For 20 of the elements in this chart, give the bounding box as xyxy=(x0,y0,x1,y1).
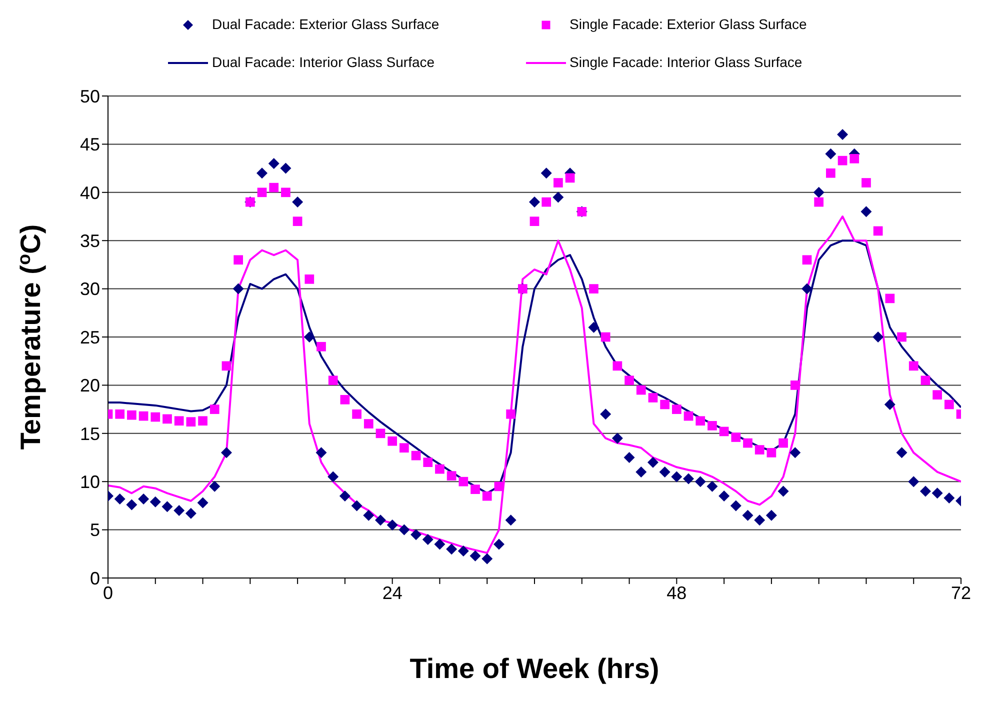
x-tick-label: 24 xyxy=(382,582,402,603)
x-tick-label: 72 xyxy=(950,582,972,603)
y-tick-label: 10 xyxy=(80,472,100,492)
y-tick-label: 35 xyxy=(80,230,100,251)
y-tick-label: 25 xyxy=(80,327,100,348)
legend-label: Single Facade: Interior Glass Surface xyxy=(568,54,804,70)
legend-label: Single Facade: Exterior Glass Surface xyxy=(568,16,808,32)
legend-label: Dual Facade: Interior Glass Surface xyxy=(211,54,436,70)
y-tick-label: 50 xyxy=(80,86,100,106)
y-tick-label: 45 xyxy=(80,134,100,155)
y-tick-label: 15 xyxy=(80,424,100,444)
y-tick-label: 5 xyxy=(90,520,100,540)
y-tick-label: 0 xyxy=(90,568,100,588)
y-tick-label: 20 xyxy=(80,376,100,396)
x-axis-title: Time of Week (hrs) xyxy=(410,653,660,684)
x-tick-label: 48 xyxy=(666,582,687,603)
x-tick-label: 0 xyxy=(102,582,114,603)
y-tick-label: 40 xyxy=(80,182,100,203)
legend-label: Dual Facade: Exterior Glass Surface xyxy=(211,16,440,32)
y-tick-label: 30 xyxy=(80,279,100,300)
